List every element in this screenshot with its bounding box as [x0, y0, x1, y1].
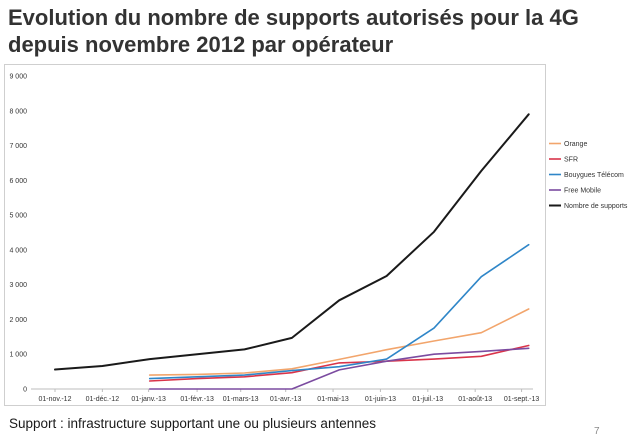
y-axis-ticks: 0 1 000 2 000 3 000 4 000 5 000 6 000 7 000 8 00… [9, 74, 27, 394]
y-tick-label: 9 000 [9, 74, 27, 81]
x-tick-label: 01-avr.-13 [270, 396, 302, 403]
x-tick-label: 01-mars-13 [223, 396, 259, 403]
y-tick-label: 6 000 [9, 178, 27, 185]
x-tick-label: 01-juil.-13 [412, 396, 443, 403]
series-line-sfr [148, 344, 530, 382]
x-tick-label: 01-juin-13 [365, 396, 396, 403]
page-title-line-1: Evolution du nombre de supports autorisé… [8, 5, 579, 30]
series-line-bouygues-telecom [148, 243, 530, 380]
y-tick-label: 8 000 [9, 108, 27, 115]
x-tick-label: 01-janv.-13 [131, 396, 166, 403]
y-tick-label: 2 000 [9, 317, 27, 324]
legend-label: Bouygues Télécom [564, 172, 624, 179]
chart-frame: 0 1 000 2 000 3 000 4 000 5 000 6 000 7 000 8 00… [4, 64, 546, 406]
y-tick-label: 5 000 [9, 213, 27, 220]
x-tick-label: 01-mai-13 [317, 396, 349, 403]
legend-label: Nombre de supports [564, 203, 628, 210]
x-tick-label: 01-déc.-12 [86, 396, 120, 403]
x-tick-label: 01-août-13 [458, 396, 492, 403]
x-tick-label: 01-sept.-13 [504, 396, 540, 403]
y-tick-label: 3 000 [9, 282, 27, 289]
series-line-free-mobile [148, 347, 530, 390]
y-tick-label: 1 000 [9, 352, 27, 359]
line-chart: 0 1 000 2 000 3 000 4 000 5 000 6 000 7 000 8 00… [9, 74, 540, 404]
x-axis-ticks: 01-nov.-12 01-déc.-12 01-janv.-13 01-févr.-… [39, 389, 540, 403]
legend-labels: Orange SFR Bouygues Télécom Free Mobile Nomb… [549, 141, 628, 210]
legend-label: Free Mobile [564, 188, 601, 195]
page-title: Evolution du nombre de supports autorisé… [8, 4, 628, 58]
chart-series [54, 113, 530, 390]
legend-label: SFR [564, 157, 578, 164]
x-tick-label: 01-nov.-12 [39, 396, 72, 403]
series-line-orange [148, 308, 530, 376]
page-title-line-2: depuis novembre 2012 par opérateur [8, 32, 394, 57]
y-tick-label: 4 000 [9, 247, 27, 254]
page-number: 7 [594, 426, 600, 437]
y-tick-label: 0 [23, 387, 27, 394]
footnote: Support : infrastructure supportant une … [9, 416, 376, 431]
x-tick-label: 01-févr.-13 [180, 396, 214, 403]
legend-label: Orange [564, 141, 587, 148]
y-tick-label: 7 000 [9, 143, 27, 150]
series-line-nombre-de-supports [54, 113, 530, 371]
